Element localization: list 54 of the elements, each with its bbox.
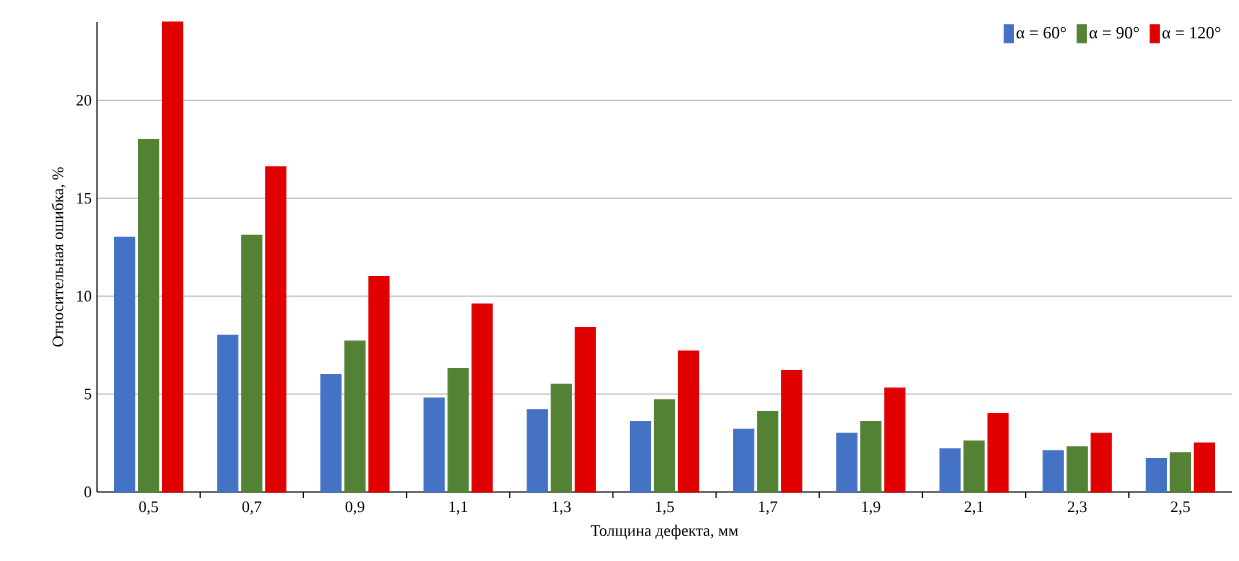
x-tick-label: 1,3 <box>552 501 571 515</box>
bar <box>526 409 548 493</box>
bar <box>1090 432 1112 493</box>
x-tick-label: 0,7 <box>242 501 262 515</box>
bar <box>757 411 779 493</box>
bar <box>884 387 906 493</box>
bar <box>963 440 985 493</box>
y-tick-label: 0 <box>84 486 92 498</box>
y-tick-label: 5 <box>84 388 92 400</box>
bar <box>1169 452 1192 493</box>
bar <box>653 399 676 493</box>
bar <box>241 234 263 493</box>
x-tick-label: 1,7 <box>759 501 778 515</box>
bar <box>114 236 136 493</box>
legend-label: α = 120° <box>1162 26 1221 39</box>
y-tick-label: 10 <box>77 290 92 302</box>
bar <box>677 350 700 493</box>
y-axis-title: Относительная ошибка, % <box>51 167 66 347</box>
bar <box>987 413 1009 493</box>
bar <box>1066 446 1088 493</box>
bar <box>320 373 342 493</box>
x-tick-label: 2,5 <box>1171 501 1190 515</box>
bar <box>939 448 961 493</box>
bar <box>1193 442 1216 493</box>
bar <box>1145 458 1168 493</box>
legend-label: α = 60° <box>1016 26 1066 39</box>
bar <box>423 397 445 493</box>
bar <box>138 138 160 493</box>
bar <box>217 334 239 493</box>
bar <box>471 303 493 493</box>
bar <box>447 368 469 493</box>
bar <box>1042 450 1064 493</box>
x-tick-label: 1,5 <box>655 501 674 515</box>
bar <box>574 326 596 493</box>
bar <box>265 166 287 493</box>
bar <box>162 21 184 493</box>
x-tick-label: 1,1 <box>449 501 468 515</box>
legend-label: α = 90° <box>1089 26 1139 39</box>
x-tick-label: 1,9 <box>862 501 881 515</box>
x-tick-label: 2,1 <box>964 501 984 515</box>
bar <box>733 428 755 493</box>
bar <box>368 275 390 493</box>
y-tick-label: 15 <box>77 192 92 204</box>
x-tick-label: 0,5 <box>139 501 158 515</box>
bar <box>781 369 803 493</box>
bar <box>629 420 652 493</box>
bar <box>344 340 366 493</box>
bar <box>550 383 572 493</box>
bar <box>836 432 858 493</box>
y-tick-label: 20 <box>76 94 92 106</box>
x-axis-title: Толщина дефекта, мм <box>590 524 739 540</box>
x-tick-label: 0,9 <box>345 501 365 515</box>
bar <box>860 420 882 493</box>
x-tick-label: 2,3 <box>1067 501 1087 515</box>
